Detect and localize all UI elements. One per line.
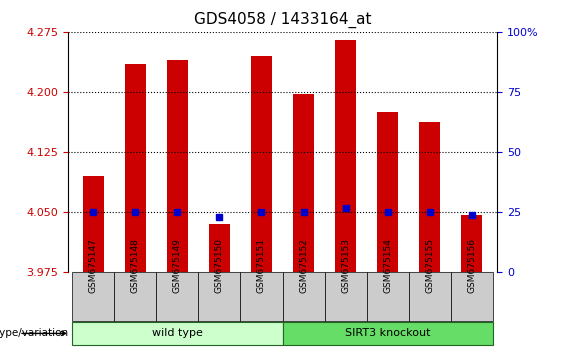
FancyBboxPatch shape xyxy=(282,272,325,321)
Text: GSM675153: GSM675153 xyxy=(341,238,350,292)
FancyBboxPatch shape xyxy=(156,272,198,321)
Text: GSM675155: GSM675155 xyxy=(425,238,434,292)
Text: GSM675152: GSM675152 xyxy=(299,238,308,292)
Bar xyxy=(82,176,103,272)
FancyBboxPatch shape xyxy=(451,272,493,321)
FancyBboxPatch shape xyxy=(409,272,451,321)
Text: GSM675150: GSM675150 xyxy=(215,238,224,292)
FancyBboxPatch shape xyxy=(240,272,282,321)
Bar xyxy=(377,112,398,272)
Text: GSM675156: GSM675156 xyxy=(467,238,476,292)
Bar xyxy=(335,40,356,272)
Text: wild type: wild type xyxy=(152,329,203,338)
Bar xyxy=(209,224,230,272)
Text: GSM675147: GSM675147 xyxy=(89,238,98,292)
Text: GSM675149: GSM675149 xyxy=(173,238,182,292)
FancyBboxPatch shape xyxy=(367,272,409,321)
FancyBboxPatch shape xyxy=(72,322,282,345)
Text: GSM675148: GSM675148 xyxy=(131,238,140,292)
Title: GDS4058 / 1433164_at: GDS4058 / 1433164_at xyxy=(194,12,371,28)
FancyBboxPatch shape xyxy=(325,272,367,321)
Bar xyxy=(419,122,440,272)
Text: SIRT3 knockout: SIRT3 knockout xyxy=(345,329,431,338)
Bar xyxy=(251,56,272,272)
Bar xyxy=(462,215,483,272)
Bar xyxy=(167,60,188,272)
Text: genotype/variation: genotype/variation xyxy=(0,329,68,338)
Bar xyxy=(125,64,146,272)
Bar xyxy=(293,94,314,272)
FancyBboxPatch shape xyxy=(72,272,114,321)
Text: GSM675151: GSM675151 xyxy=(257,238,266,292)
Text: GSM675154: GSM675154 xyxy=(383,238,392,292)
FancyBboxPatch shape xyxy=(282,322,493,345)
FancyBboxPatch shape xyxy=(198,272,240,321)
FancyBboxPatch shape xyxy=(114,272,156,321)
